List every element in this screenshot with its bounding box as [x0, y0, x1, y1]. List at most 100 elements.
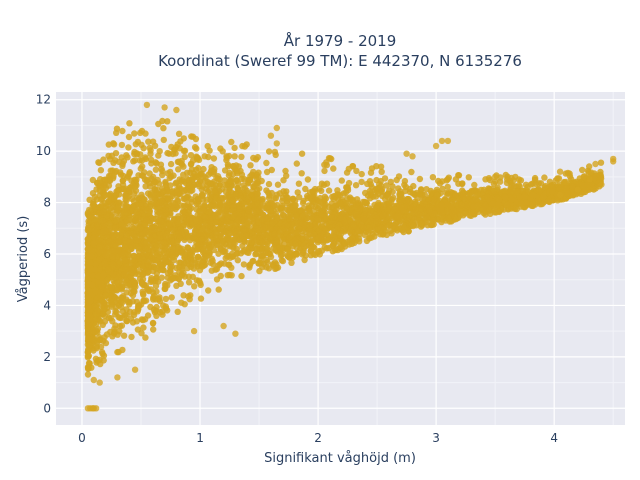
data-point: [144, 285, 151, 292]
data-point: [100, 208, 108, 215]
data-point: [306, 230, 313, 237]
data-point: [385, 222, 392, 229]
data-point: [301, 256, 308, 264]
data-point: [271, 230, 278, 238]
data-point: [231, 153, 238, 160]
data-point: [546, 183, 554, 190]
data-point: [352, 182, 360, 189]
data-point: [219, 148, 226, 155]
data-point: [185, 293, 192, 300]
data-point: [366, 234, 373, 241]
data-point: [515, 182, 522, 189]
data-point: [387, 178, 394, 186]
data-point: [189, 133, 197, 140]
data-point: [118, 229, 126, 236]
data-point: [226, 241, 234, 249]
data-point: [415, 211, 422, 218]
data-point: [482, 176, 489, 183]
data-point: [549, 188, 556, 195]
data-point: [256, 185, 263, 192]
data-point: [508, 188, 515, 195]
data-point: [222, 254, 229, 262]
data-point: [226, 169, 233, 177]
data-point: [215, 286, 222, 293]
data-point: [92, 321, 100, 328]
data-point: [170, 245, 177, 253]
data-point: [504, 176, 511, 183]
data-point: [124, 298, 131, 305]
data-point: [211, 203, 219, 210]
data-point: [101, 318, 109, 325]
data-point: [348, 240, 356, 248]
data-point: [212, 188, 219, 195]
data-point: [106, 220, 114, 228]
data-point: [162, 180, 169, 187]
data-point: [309, 198, 316, 205]
data-point: [428, 190, 435, 197]
data-point: [292, 202, 299, 209]
data-point: [202, 214, 210, 221]
data-point: [126, 120, 133, 127]
data-point: [329, 233, 337, 240]
data-point: [248, 239, 255, 246]
data-point: [207, 202, 214, 210]
data-point: [250, 257, 257, 265]
data-point: [361, 231, 368, 239]
data-point: [151, 224, 158, 232]
data-point: [252, 180, 259, 187]
data-point: [295, 180, 303, 187]
data-point: [92, 316, 100, 323]
data-point: [191, 283, 198, 290]
data-point: [200, 247, 207, 254]
data-point: [104, 276, 111, 284]
data-point: [321, 244, 328, 251]
data-point: [119, 284, 126, 291]
data-point: [264, 240, 271, 248]
data-point: [336, 200, 344, 207]
data-point: [174, 308, 181, 315]
data-point: [84, 312, 92, 320]
data-point: [597, 168, 604, 176]
data-point: [179, 227, 186, 235]
data-point: [515, 176, 523, 183]
data-point: [158, 197, 165, 204]
data-point: [97, 343, 105, 351]
data-point: [209, 257, 216, 264]
data-point: [288, 259, 295, 266]
data-point: [119, 294, 127, 301]
data-point: [349, 163, 356, 170]
data-point: [480, 186, 488, 193]
data-point: [321, 167, 328, 175]
data-point: [465, 174, 472, 181]
data-point: [175, 166, 182, 173]
data-point: [254, 190, 261, 197]
data-point: [111, 328, 118, 335]
data-point: [534, 197, 542, 204]
data-point: [180, 135, 187, 142]
data-point: [423, 186, 430, 193]
data-point: [160, 136, 167, 144]
data-point: [586, 163, 593, 170]
data-point: [131, 130, 138, 137]
data-point: [142, 130, 149, 137]
data-point: [213, 265, 221, 273]
data-point: [204, 234, 211, 241]
data-point: [89, 176, 97, 184]
data-point: [253, 245, 260, 252]
data-point: [181, 195, 188, 202]
data-point: [112, 311, 119, 318]
data-point: [535, 186, 542, 193]
data-point: [335, 238, 342, 246]
data-point: [175, 220, 182, 227]
data-point: [279, 197, 286, 205]
data-point: [144, 312, 152, 319]
data-point: [518, 200, 525, 207]
data-point: [123, 193, 130, 200]
data-point: [116, 328, 123, 335]
data-point: [430, 217, 437, 225]
data-point: [118, 322, 126, 329]
data-point: [128, 223, 136, 231]
data-point: [97, 360, 104, 368]
data-point: [193, 246, 201, 253]
